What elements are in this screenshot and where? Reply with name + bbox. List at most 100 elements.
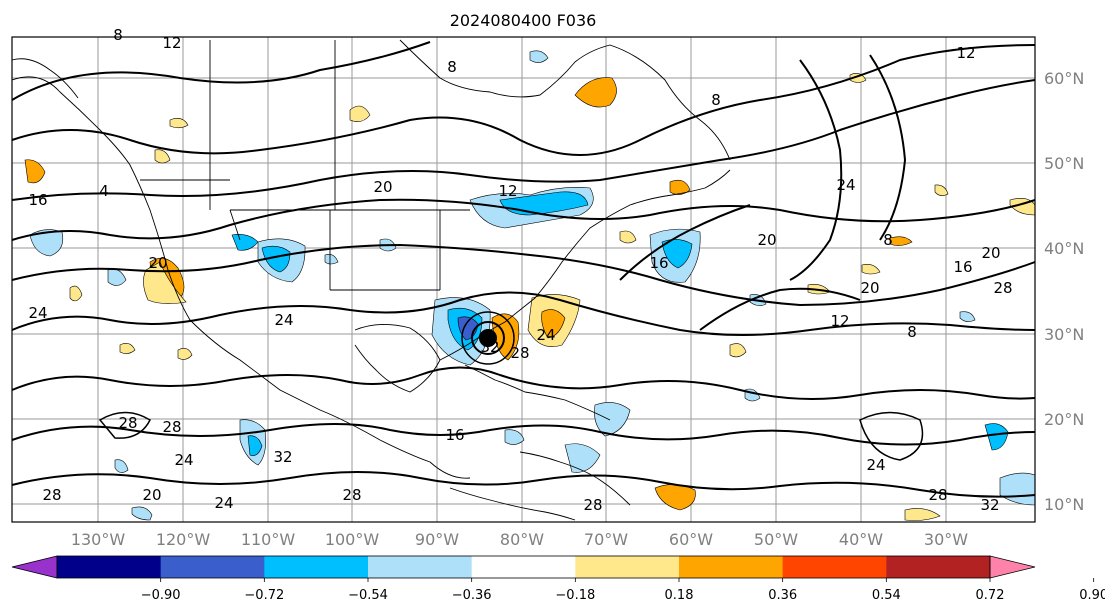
latitude-tick-label: 50°N [1044,154,1084,173]
colorbar-tick-label: −0.72 [244,588,284,603]
anomaly-patch [169,118,189,129]
contour-label: 32 [480,338,499,356]
contour-label: 16 [445,426,464,444]
longitude-labels: 130°W 120°W 110°W 100°W 90°W 80°W 70°W 60°W 50°W… [71,530,968,549]
anomaly-patch [499,191,589,216]
contour-label: 8 [711,91,721,109]
longitude-tick-label: 110°W [241,530,296,549]
colorbar-tick-label: 0.54 [872,588,901,603]
anomaly-patch [904,508,941,521]
contour-label: 24 [866,456,885,474]
contour-label: 20 [981,244,1000,262]
longitude-tick-label: 90°W [415,530,459,549]
shaded-anomalies [24,50,1036,521]
anomaly-patch [349,105,371,122]
anomaly-patch [564,443,601,473]
contour-label: 8 [907,323,917,341]
colorbar-tick-label: −0.18 [555,588,595,603]
longitude-tick-label: 60°W [669,530,713,549]
contour-label: 8 [447,58,457,76]
contour-label: 20 [142,486,161,504]
contour-label: 24 [536,326,555,344]
anomaly-patch [984,423,1009,451]
anomaly-patch [231,234,259,251]
contour-label: 20 [757,231,776,249]
contour-label: 24 [836,176,855,194]
anomaly-patch [661,239,693,269]
map-frame [11,36,1036,523]
contour-labels: 12 8 4 16 20 20 12 24 20 16 8 16 20 20 12 8 8 12 8 24 28 28 24… [28,26,1012,514]
colorbar-segment [160,556,265,578]
contour-label: 12 [498,182,517,200]
contour-label: 16 [649,254,668,272]
anomaly-patch [889,236,913,246]
latitude-tick-label: 40°N [1044,239,1084,258]
anomaly-patch [131,506,153,521]
anomaly-patch [959,311,976,322]
contour-label: 32 [980,496,999,514]
contour-label: 28 [118,414,137,432]
longitude-tick-label: 40°W [839,530,883,549]
anomaly-patch [594,402,631,437]
contour-label: 12 [162,34,181,52]
longitude-tick-label: 30°W [924,530,968,549]
map-panel: 12 8 4 16 20 20 12 24 20 16 8 16 20 20 12 8 8 12 8 24 28 28 24… [11,26,1036,523]
anomaly-patch [261,245,291,273]
colorbar-extend-high [989,555,1036,579]
latitude-tick-label: 10°N [1044,495,1084,514]
anomaly-patch [541,309,566,339]
colorbar-segment [782,556,887,578]
colorbar-segment [575,556,680,578]
longitude-tick-label: 80°W [500,530,544,549]
anomaly-patch [574,77,617,108]
anomaly-patch [934,184,949,196]
contour-lines [11,41,1036,498]
latitude-labels: 60°N 50°N 40°N 30°N 20°N 10°N [1044,69,1084,514]
colorbar-tick-label: −0.54 [348,588,388,603]
contour-label: 20 [148,254,167,272]
colorbar-segment [471,556,576,578]
longitude-tick-label: 50°W [754,530,798,549]
colorbar-tick-label: 0.18 [665,588,694,603]
anomaly-patch [669,179,691,195]
latitude-tick-label: 20°N [1044,410,1084,429]
colorbar-tick-label: 0.36 [768,588,797,603]
anomaly-patch [143,261,187,304]
colorbar-tick-label: 0.90 [1079,588,1105,603]
contour-label: 8 [883,231,893,249]
anomaly-patch [69,285,83,302]
contour-label: 28 [162,418,181,436]
anomaly-patch [729,343,747,358]
anomaly-patch [529,50,549,63]
longitude-tick-label: 70°W [584,530,628,549]
anomaly-patch [24,159,46,184]
contour-label: 28 [342,486,361,504]
contour-label: 28 [42,486,61,504]
latitude-tick-label: 30°N [1044,325,1084,344]
contour-label: 32 [273,448,292,466]
anomaly-patch [619,230,637,244]
anomaly-patch [119,343,136,354]
longitude-tick-label: 100°W [325,530,380,549]
contour-label: 4 [99,182,109,200]
colorbar-segment [368,556,473,578]
contour-label: 12 [830,312,849,330]
contour-label: 24 [174,451,193,469]
colorbar-frame [56,555,991,579]
colorbar-segment [264,556,369,578]
contour-label: 16 [28,191,47,209]
anomaly-patch [861,264,881,275]
latitude-tick-label: 60°N [1044,69,1084,88]
map-title: 2024080400 F036 [450,11,597,30]
longitude-tick-label: 130°W [71,530,126,549]
contour-label: 20 [373,178,392,196]
contour-label: 24 [214,494,233,512]
longitude-tick-label: 120°W [156,530,211,549]
colorbar-segment [886,556,991,578]
contour-label: 20 [860,279,879,297]
colorbar-segment [679,556,784,578]
contour-label: 28 [928,486,947,504]
contour-label: 12 [956,44,975,62]
anomaly-patch [177,348,193,360]
